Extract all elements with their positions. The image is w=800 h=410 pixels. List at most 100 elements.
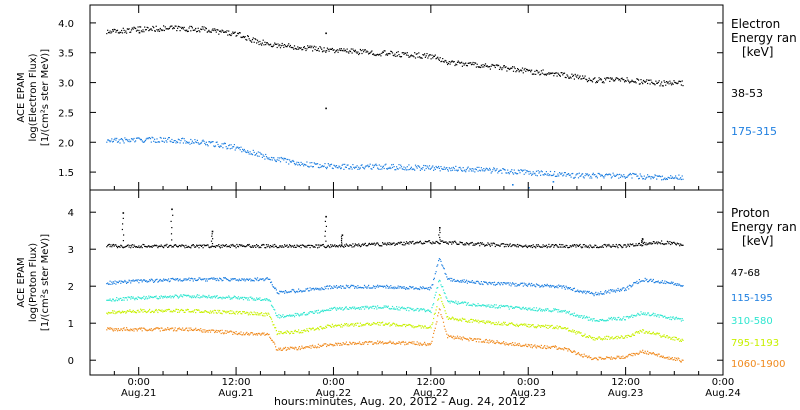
data-point [433, 297, 435, 299]
data-point [384, 242, 386, 244]
data-point [379, 285, 381, 287]
electron-ytick-label: 3.5 [58, 49, 74, 60]
data-point [142, 29, 144, 31]
data-point [291, 289, 293, 291]
data-point [273, 44, 275, 46]
data-point [462, 318, 464, 320]
data-point [524, 324, 526, 326]
data-point [642, 280, 645, 282]
data-point [632, 284, 634, 286]
data-point [130, 282, 132, 284]
data-point [292, 47, 294, 49]
data-point [377, 53, 379, 55]
data-point [617, 78, 619, 80]
data-point [468, 304, 470, 306]
data-point [259, 333, 261, 335]
data-point [208, 294, 210, 296]
data-point [476, 243, 478, 245]
data-point [595, 176, 597, 178]
data-point [329, 165, 331, 167]
data-point [609, 245, 611, 247]
data-point [330, 344, 333, 346]
data-point [482, 170, 484, 172]
data-point [548, 285, 550, 287]
data-point [201, 331, 203, 333]
data-point [178, 26, 180, 28]
data-point [108, 328, 110, 330]
data-point [161, 296, 163, 298]
data-point [358, 243, 360, 245]
data-point [393, 242, 395, 244]
data-point [311, 311, 313, 313]
data-point [500, 243, 502, 245]
data-point [237, 33, 240, 35]
data-point [354, 243, 356, 245]
data-point [140, 30, 142, 32]
data-point [262, 39, 264, 41]
data-point [339, 286, 341, 288]
data-point [646, 314, 648, 316]
data-point [200, 330, 203, 332]
data-point [323, 343, 325, 345]
data-point [622, 287, 624, 289]
data-point [196, 245, 198, 247]
data-point [397, 309, 399, 311]
data-point [366, 245, 368, 247]
data-point [497, 244, 499, 246]
data-point [435, 58, 437, 60]
data-point [599, 357, 601, 359]
data-point [282, 348, 284, 350]
data-point [246, 297, 248, 299]
data-point [178, 139, 180, 141]
data-point [447, 170, 449, 172]
data-point [368, 165, 370, 167]
data-point [268, 333, 270, 335]
data-point [172, 27, 175, 29]
data-point [627, 79, 629, 81]
data-point [369, 324, 371, 326]
data-point [471, 280, 473, 282]
data-point [400, 307, 403, 309]
spike-point [341, 241, 343, 243]
data-point [383, 324, 385, 326]
data-point [165, 296, 167, 298]
data-point [433, 303, 435, 305]
data-point [285, 349, 287, 351]
data-point [330, 286, 333, 288]
data-point [652, 241, 654, 243]
data-point [223, 245, 226, 247]
data-point [577, 245, 580, 247]
data-point [116, 330, 119, 332]
data-point [535, 170, 538, 172]
data-point [462, 336, 464, 338]
data-point [628, 353, 631, 355]
data-point [419, 166, 421, 168]
data-point [599, 319, 601, 321]
data-point [624, 357, 626, 359]
data-point [228, 310, 230, 313]
data-point [296, 161, 298, 163]
data-point [531, 309, 533, 311]
data-point [405, 343, 408, 345]
data-point [358, 341, 361, 343]
data-point [427, 166, 429, 168]
data-point [418, 52, 420, 54]
data-point [496, 168, 498, 170]
data-point [661, 281, 663, 284]
data-point [305, 288, 307, 290]
data-point [361, 343, 363, 345]
data-point [173, 244, 175, 246]
data-point [495, 283, 497, 286]
data-point [381, 341, 383, 344]
data-point [483, 340, 485, 342]
data-point [106, 299, 108, 301]
data-point [568, 330, 570, 332]
data-point [306, 48, 308, 50]
data-point [536, 310, 538, 312]
data-point [549, 310, 552, 312]
data-point [659, 85, 661, 87]
proton-series-47-68 [106, 208, 684, 249]
data-point [254, 245, 256, 247]
data-point [377, 307, 380, 309]
data-point [195, 279, 197, 281]
